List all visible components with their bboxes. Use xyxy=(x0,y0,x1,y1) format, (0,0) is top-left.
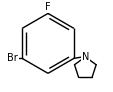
Text: F: F xyxy=(45,2,50,12)
Text: N: N xyxy=(81,52,88,62)
Text: Br: Br xyxy=(7,53,18,63)
